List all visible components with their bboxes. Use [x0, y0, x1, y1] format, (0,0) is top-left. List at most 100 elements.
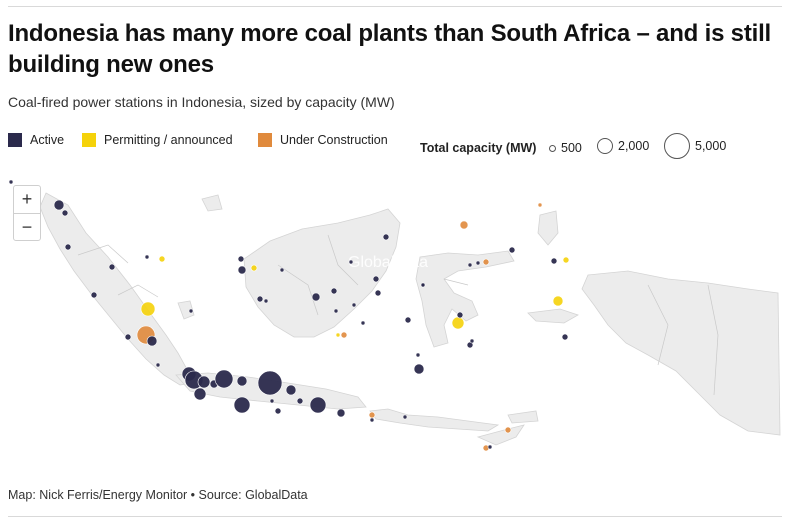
plant-marker-active[interactable] — [333, 308, 339, 314]
legend-item-construction: Under Construction — [258, 133, 388, 147]
plant-marker-construction[interactable] — [482, 258, 490, 266]
legend: Active Permitting / announced Under Cons… — [8, 133, 783, 159]
plant-marker-construction[interactable] — [459, 220, 469, 230]
plant-marker-active[interactable] — [467, 262, 473, 268]
plant-marker-active[interactable] — [561, 333, 569, 341]
plant-marker-active[interactable] — [330, 287, 338, 295]
plant-marker-active[interactable] — [369, 417, 375, 423]
plant-marker-active[interactable] — [274, 407, 282, 415]
plant-marker-active[interactable] — [90, 291, 98, 299]
plant-marker-active[interactable] — [372, 275, 380, 283]
plant-marker-active[interactable] — [420, 282, 426, 288]
island-bangka — [177, 300, 195, 320]
plant-marker-active[interactable] — [108, 263, 116, 271]
plant-marker-active[interactable] — [469, 338, 475, 344]
plant-marker-active[interactable] — [487, 444, 493, 450]
plant-marker-active[interactable] — [197, 375, 211, 389]
size-legend-5000: 5,000 — [664, 133, 726, 159]
legend-item-permitting: Permitting / announced — [82, 133, 233, 147]
plant-marker-permitting[interactable] — [250, 264, 258, 272]
size-circle-icon — [664, 133, 690, 159]
zoom-in-button[interactable]: + — [14, 186, 40, 214]
plant-marker-active[interactable] — [256, 295, 264, 303]
island-borneo — [243, 208, 401, 338]
plant-marker-active[interactable] — [233, 396, 251, 414]
plant-marker-active[interactable] — [279, 267, 285, 273]
plant-marker-active[interactable] — [214, 369, 234, 389]
plant-marker-active[interactable] — [236, 375, 248, 387]
zoom-control: + − — [13, 185, 41, 241]
plant-marker-active[interactable] — [348, 259, 354, 265]
plant-marker-active[interactable] — [155, 362, 161, 368]
zoom-out-button[interactable]: − — [21, 217, 33, 237]
island-flores — [507, 410, 539, 424]
plant-marker-active[interactable] — [257, 370, 283, 396]
chart-subtitle: Coal-fired power stations in Indonesia, … — [8, 94, 395, 110]
plant-marker-active[interactable] — [285, 384, 297, 396]
plant-marker-active[interactable] — [269, 398, 275, 404]
plant-marker-active[interactable] — [237, 265, 247, 275]
size-label-5000: 5,000 — [695, 139, 727, 153]
plant-marker-permitting[interactable] — [451, 316, 465, 330]
plant-marker-active[interactable] — [475, 260, 481, 266]
legend-swatch-permitting — [82, 133, 96, 147]
island-seram — [527, 308, 579, 324]
plant-marker-active[interactable] — [415, 352, 421, 358]
map-watermark: GlobalData — [348, 254, 428, 271]
size-legend-2000: 2,000 — [597, 138, 649, 154]
plant-marker-active[interactable] — [64, 243, 72, 251]
island-sumatra — [39, 192, 195, 386]
plant-marker-construction[interactable] — [537, 202, 543, 208]
legend-label-active: Active — [30, 133, 65, 147]
plant-marker-active[interactable] — [382, 233, 390, 241]
legend-swatch-construction — [258, 133, 272, 147]
top-divider — [8, 6, 782, 7]
plant-marker-active[interactable] — [124, 333, 132, 341]
plant-marker-construction[interactable] — [368, 411, 376, 419]
chart-title: Indonesia has many more coal plants than… — [8, 20, 772, 78]
plant-marker-active[interactable] — [309, 396, 327, 414]
plant-marker-active[interactable] — [374, 289, 382, 297]
island-halmahera — [537, 210, 559, 246]
plant-marker-active[interactable] — [456, 311, 464, 319]
legend-item-active: Active — [8, 133, 64, 147]
plant-marker-active[interactable] — [8, 179, 14, 185]
plant-marker-active[interactable] — [402, 414, 408, 420]
plant-marker-permitting[interactable] — [158, 255, 166, 263]
land-masses — [39, 192, 781, 446]
plant-marker-active[interactable] — [188, 308, 194, 314]
bottom-divider — [8, 516, 782, 517]
plant-marker-active[interactable] — [336, 408, 346, 418]
plant-marker-active[interactable] — [263, 298, 269, 304]
plant-marker-active[interactable] — [404, 316, 412, 324]
plant-marker-active[interactable] — [237, 255, 245, 263]
size-label-500: 500 — [561, 141, 582, 155]
plant-marker-active[interactable] — [53, 199, 65, 211]
size-legend-title: Total capacity (MW) — [420, 141, 537, 155]
plant-marker-active[interactable] — [61, 209, 69, 217]
size-circle-icon — [597, 138, 613, 154]
plant-marker-permitting[interactable] — [140, 301, 156, 317]
plant-marker-active[interactable] — [144, 254, 150, 260]
size-legend-500: 500 — [549, 141, 582, 155]
plant-marker-active[interactable] — [193, 387, 207, 401]
plant-marker-active[interactable] — [311, 292, 321, 302]
plant-marker-active[interactable] — [550, 257, 558, 265]
plant-marker-construction[interactable] — [340, 331, 348, 339]
plant-marker-active[interactable] — [296, 397, 304, 405]
island-sulawesi — [415, 250, 515, 348]
island-natuna — [201, 194, 223, 212]
plant-marker-permitting[interactable] — [552, 295, 564, 307]
plant-marker-active[interactable] — [360, 320, 366, 326]
plant-marker-construction[interactable] — [504, 426, 512, 434]
plant-marker-active[interactable] — [413, 363, 425, 375]
source-note: Map: Nick Ferris/Energy Monitor • Source… — [8, 488, 308, 502]
indonesia-map[interactable]: GlobalData — [8, 175, 783, 475]
island-nusa-tenggara — [369, 408, 500, 432]
plant-marker-permitting[interactable] — [562, 256, 570, 264]
plant-marker-permitting[interactable] — [335, 332, 341, 338]
plant-marker-active[interactable] — [146, 335, 158, 347]
plant-marker-active[interactable] — [508, 246, 516, 254]
legend-label-construction: Under Construction — [280, 133, 388, 147]
plant-marker-active[interactable] — [351, 302, 357, 308]
